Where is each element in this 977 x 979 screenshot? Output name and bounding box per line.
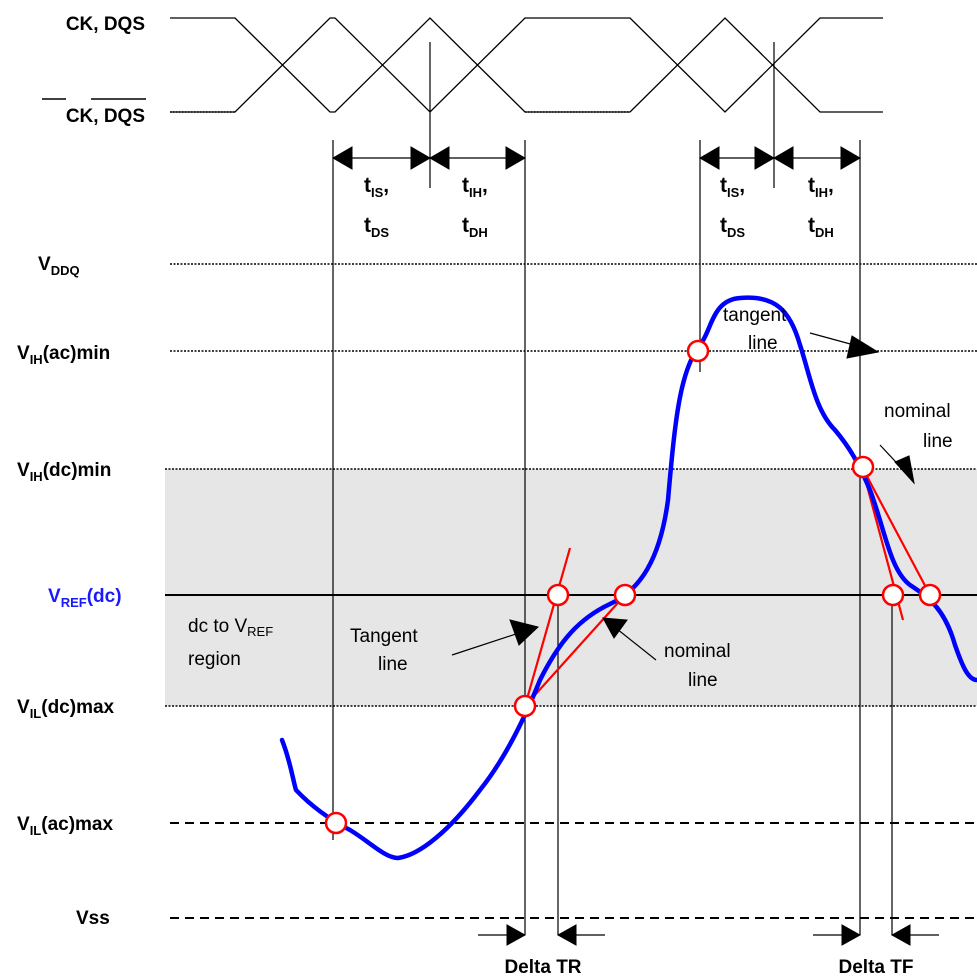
nominal-line-fall: [861, 466, 931, 596]
tangent-line-rise: [523, 547, 572, 707]
hold-label-2a: tIH,: [808, 174, 834, 200]
marker-vil-ac: [324, 811, 348, 835]
tangent-right-label-2: line: [748, 333, 778, 354]
marker-vil-dc: [513, 694, 537, 718]
delta-tf-arrows: [813, 924, 939, 946]
delta-tr-label: Delta TR: [504, 957, 581, 978]
hold-label-2b: tDH: [808, 214, 834, 240]
tangent-left-label-2: line: [378, 654, 408, 675]
delta-tf-label: Delta TF: [839, 957, 914, 978]
setup-label-2a: tIS,: [720, 174, 745, 200]
marker-nominal-rise: [613, 583, 637, 607]
timing-arrows-right: [699, 146, 861, 170]
tangent-left-label-1: Tangent: [350, 626, 418, 647]
marker-vih-ac: [686, 339, 710, 363]
delta-tr-arrows: [478, 924, 605, 946]
nominal-line-rise: [524, 594, 626, 707]
region-label-line2: region: [188, 649, 241, 670]
vih-dc-label: VIH(dc)min: [17, 460, 111, 484]
hold-label-1a: tIH,: [462, 174, 488, 200]
nominal-right-label-1: nominal: [884, 401, 951, 422]
setup-label-2b: tDS: [720, 214, 745, 240]
vss-label: Vss: [76, 908, 110, 929]
marker-vih-dc: [851, 455, 875, 479]
setup-label-1b: tDS: [364, 214, 389, 240]
vddq-label: VDDQ: [38, 254, 80, 278]
annotation-arrows: [451, 332, 915, 661]
vih-ac-label: VIH(ac)min: [17, 343, 110, 367]
clock-comp-label: CK, DQS: [66, 106, 145, 127]
input-signal-waveform: [279, 295, 977, 861]
dc-to-vref-region: [165, 469, 977, 706]
hold-label-1b: tDH: [462, 214, 488, 240]
clock-comp-waveform: [170, 17, 883, 113]
marker-tangent-rise: [546, 583, 570, 607]
marker-nominal-fall: [918, 583, 942, 607]
nominal-left-label-2: line: [688, 670, 718, 691]
vref-label: VREF(dc): [48, 586, 122, 610]
tangent-right-label-1: tangent: [723, 305, 787, 326]
nominal-left-label-1: nominal: [664, 641, 731, 662]
vil-dc-label: VIL(dc)max: [17, 697, 115, 721]
nominal-right-label-2: line: [923, 431, 953, 452]
setup-label-1a: tIS,: [364, 174, 389, 200]
region-label-line1: dc to VREF: [188, 616, 273, 639]
clock-true-waveform: [170, 17, 883, 113]
crossing-markers: [324, 339, 942, 835]
marker-tangent-fall: [881, 583, 905, 607]
vil-ac-label: VIL(ac)max: [17, 814, 113, 838]
clock-true-label: CK, DQS: [66, 14, 145, 35]
timing-arrows-left: [332, 146, 526, 170]
